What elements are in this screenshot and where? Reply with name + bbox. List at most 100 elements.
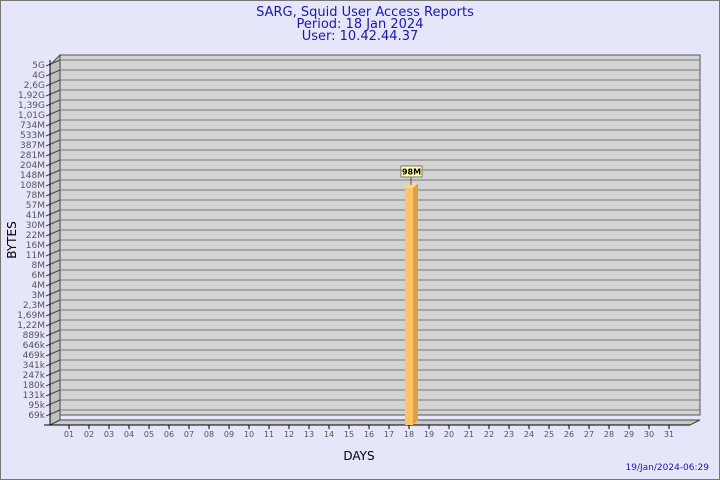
x-tick-label: 21 [464,430,474,439]
y-tick-label: 16M [26,241,45,251]
y-tick-mark [45,239,61,247]
y-tick-label: 8M [32,261,46,271]
y-tick-mark [45,319,61,327]
x-tick-label: 30 [644,430,654,439]
y-tick-label: 6M [32,271,46,281]
y-tick-label: 180k [23,381,46,391]
x-tick-label: 06 [164,430,174,439]
x-tick-label: 04 [124,430,134,439]
x-tick-label: 10 [244,430,254,439]
y-tick-label: 11M [26,251,45,261]
y-tick-mark [45,389,61,397]
y-tick-mark [45,359,61,367]
x-tick-label: 11 [264,430,274,439]
y-tick-label: 22M [26,231,45,241]
y-tick-mark [45,349,61,357]
x-tick-label: 16 [364,430,374,439]
x-tick-label: 29 [624,430,634,439]
y-tick-mark [45,79,61,87]
y-tick-mark [45,329,61,337]
y-tick-label: 69k [28,411,45,421]
x-tick-label: 26 [564,430,574,439]
y-tick-label: 204M [20,161,45,171]
x-tick-label: 14 [324,430,334,439]
y-tick-label: 4M [32,281,46,291]
x-tick-label: 01 [64,430,74,439]
y-tick-label: 341k [23,361,46,371]
x-tick-label: 31 [664,430,674,439]
x-tick-label: 02 [84,430,94,439]
y-tick-label: 95k [28,401,45,411]
y-tick-label: 1,22M [17,321,45,331]
y-tick-label: 3M [32,291,46,301]
y-tick-mark [45,259,61,267]
y-tick-label: 469k [23,351,46,361]
y-tick-label: 247k [23,371,46,381]
y-tick-mark [45,229,61,237]
bar-label-box [400,165,423,178]
y-tick-label: 1,92G [18,91,45,101]
y-tick-mark [45,309,61,317]
y-tick-label: 533M [20,131,45,141]
y-tick-label: 41M [26,211,45,221]
y-tick-label: 2,6G [24,81,45,91]
y-tick-mark [45,89,61,97]
plot-floor [49,419,701,426]
y-tick-label: 281M [20,151,45,161]
y-tick-mark [45,159,61,167]
footer-timestamp: 19/Jan/2024-06:29 [626,463,710,473]
x-tick-label: 25 [544,430,554,439]
x-tick-label: 05 [144,430,154,439]
y-tick-label: 2,3M [23,301,45,311]
x-tick-label: 07 [184,430,194,439]
x-tick-label: 13 [304,430,314,439]
y-tick-label: 889k [23,331,46,341]
chart-title: SARG, Squid User Access Reports [256,5,474,20]
chart-period: Period: 18 Jan 2024 [297,17,424,32]
x-tick-label: 23 [504,430,514,439]
y-tick-mark [45,129,61,137]
x-tick-label: 15 [344,430,354,439]
chart-user: User: 10.42.44.37 [302,29,418,44]
x-tick-label: 18 [404,430,414,439]
y-tick-mark [45,369,61,377]
x-tick-label: 08 [204,430,214,439]
y-tick-mark [45,179,61,187]
y-tick-label: 57M [26,201,45,211]
x-tick-label: 20 [444,430,454,439]
y-tick-label: 131k [23,391,46,401]
x-tick-label: 19 [424,430,434,439]
y-tick-mark [45,99,61,107]
y-tick-label: 646k [23,341,46,351]
y-tick-label: 734M [20,121,45,131]
y-tick-mark [45,59,61,67]
y-tick-mark [45,169,61,177]
y-tick-label: 30M [26,221,45,231]
bar-top [405,182,418,188]
y-tick-mark [45,279,61,287]
bar-front [405,187,413,425]
plot-back-wall [59,54,701,416]
y-tick-label: 1,01G [18,111,45,121]
y-tick-mark [45,289,61,297]
y-tick-mark [45,69,61,77]
y-tick-mark [45,149,61,157]
y-axis-label: BYTES [5,221,19,258]
y-tick-mark [45,199,61,207]
y-tick-mark [45,109,61,117]
y-tick-mark [45,339,61,347]
x-tick-label: 17 [384,430,394,439]
y-tick-mark [45,249,61,257]
y-tick-mark [45,189,61,197]
y-tick-label: 148M [20,171,45,181]
y-tick-mark [45,409,61,417]
y-tick-mark [45,219,61,227]
x-tick-label: 24 [524,430,534,439]
y-tick-mark [45,379,61,387]
bar-side [413,182,418,425]
x-tick-label: 22 [484,430,494,439]
x-tick-label: 27 [584,430,594,439]
y-tick-mark [45,119,61,127]
y-tick-label: 387M [20,141,45,151]
